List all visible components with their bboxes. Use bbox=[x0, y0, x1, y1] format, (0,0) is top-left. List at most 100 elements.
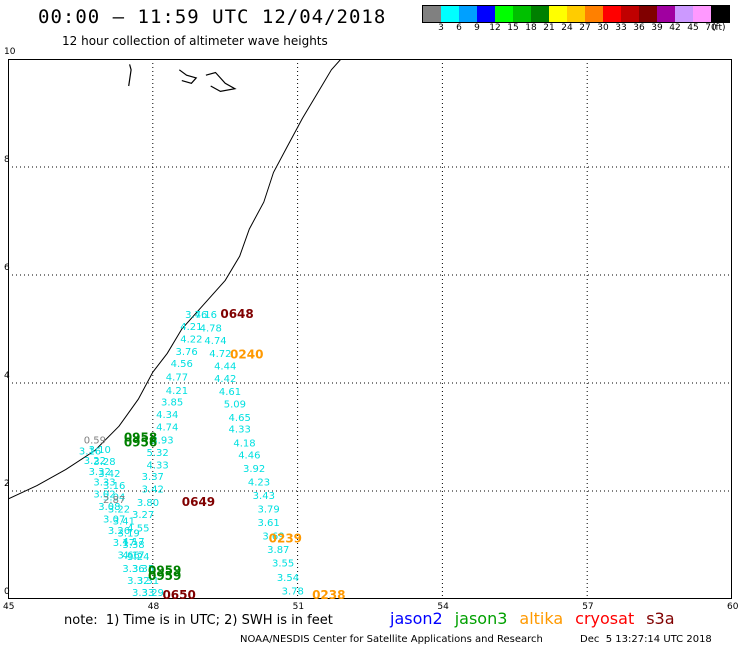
x-tick-label: 51 bbox=[292, 602, 305, 612]
wave-height-value: 3.04 bbox=[103, 493, 125, 504]
wave-height-value: 3.42 bbox=[142, 485, 164, 496]
legend-label: 9 bbox=[474, 23, 480, 33]
wave-height-value: 3.32 bbox=[127, 576, 149, 587]
legend-swatch bbox=[675, 6, 693, 22]
wave-height-value: 4.23 bbox=[248, 478, 270, 489]
legend-label: 24 bbox=[561, 23, 573, 33]
pass-time-label: 0238 bbox=[312, 588, 345, 599]
legend-label: 27 bbox=[579, 23, 591, 33]
wave-height-value: 4.78 bbox=[200, 324, 222, 335]
credit-line: NOAA/NESDIS Center for Satellite Applica… bbox=[240, 634, 543, 645]
wave-height-value: 4.33 bbox=[229, 425, 251, 436]
pass-time-label: 0650 bbox=[162, 588, 195, 599]
wave-height-value: 3.92 bbox=[243, 464, 265, 475]
wave-height-value: 3.42 bbox=[98, 469, 120, 480]
wave-height-value: 2.87 bbox=[103, 495, 125, 506]
wave-height-value: 3.31 bbox=[137, 576, 159, 587]
legend-swatch bbox=[531, 6, 549, 22]
wave-height-value: 3.87 bbox=[267, 545, 289, 556]
wave-height-value: 3.76 bbox=[185, 310, 207, 321]
wave-height-value: 3.24 bbox=[127, 552, 149, 563]
island-outline bbox=[128, 64, 132, 87]
wave-height-value: 3.22 bbox=[84, 456, 106, 467]
legend-label: 12 bbox=[489, 23, 501, 33]
legend-label: 70 bbox=[705, 23, 717, 33]
wave-height-value: 3.93 bbox=[151, 435, 173, 446]
satellite-label: cryosat bbox=[575, 609, 635, 628]
wave-height-value: 4.55 bbox=[127, 524, 149, 535]
y-tick-label: 4 bbox=[4, 371, 10, 381]
satellite-label: altika bbox=[519, 609, 564, 628]
y-tick-label: 6 bbox=[4, 263, 10, 273]
legend-label: 45 bbox=[687, 23, 699, 33]
wave-height-value: 3.16 bbox=[103, 481, 125, 492]
legend-label: 15 bbox=[507, 23, 519, 33]
generation-timestamp: Dec 5 13:27:14 UTC 2018 bbox=[580, 634, 712, 645]
legend-label: 42 bbox=[669, 23, 681, 33]
pass-time-label: 0958 bbox=[124, 430, 157, 444]
wave-height-value: 3.29 bbox=[142, 588, 164, 599]
wave-height-value: 4.74 bbox=[204, 336, 226, 347]
wave-height-value: 3.16 bbox=[79, 446, 101, 457]
legend-swatch bbox=[513, 6, 531, 22]
y-tick-label: 2 bbox=[4, 479, 10, 489]
legend-swatch bbox=[441, 6, 459, 22]
wave-height-value: 4.21 bbox=[166, 386, 188, 397]
x-tick-label: 57 bbox=[582, 602, 594, 612]
map-title: 00:00 — 11:59 UTC 12/04/2018 bbox=[38, 6, 387, 28]
map-subtitle: 12 hour collection of altimeter wave hei… bbox=[62, 34, 328, 48]
legend-swatch bbox=[639, 6, 657, 22]
wave-height-value: 3.36 bbox=[122, 564, 144, 575]
wave-height-value: 3.85 bbox=[161, 398, 183, 409]
legend-label: 3 bbox=[438, 23, 444, 33]
wave-height-value: 4.34 bbox=[156, 410, 178, 421]
x-tick-label: 60 bbox=[727, 602, 739, 612]
y-tick-label: 10 bbox=[4, 47, 16, 57]
wave-height-value: 3.78 bbox=[282, 587, 304, 598]
legend-swatch bbox=[693, 6, 711, 22]
satellite-label: jason2 bbox=[390, 609, 443, 628]
island-outline bbox=[178, 69, 198, 84]
wave-height-value: 3.32 bbox=[89, 467, 111, 478]
legend-label: 18 bbox=[525, 23, 537, 33]
pass-time-label: 0956 bbox=[124, 436, 157, 450]
altimeter-map: 3.764.164.214.784.22 4.743.76 4.724.56 4.44… bbox=[8, 59, 732, 599]
legend-swatch bbox=[477, 6, 495, 22]
wave-height-value: 3.17 bbox=[113, 538, 135, 549]
wave-height-value: 3.08 bbox=[98, 502, 120, 513]
legend-swatch bbox=[423, 6, 441, 22]
wave-height-value: 3.38 bbox=[122, 540, 144, 551]
legend-swatch bbox=[567, 6, 585, 22]
coastline bbox=[8, 59, 342, 500]
legend-swatch bbox=[549, 6, 567, 22]
pass-time-label: 0240 bbox=[230, 348, 263, 362]
satellite-legend: jason2 jason3 altika cryosat s3a bbox=[390, 609, 687, 628]
wave-height-value: 3.19 bbox=[118, 528, 140, 539]
pass-time-label: 0649 bbox=[182, 495, 215, 509]
legend-swatch bbox=[711, 6, 729, 22]
legend-label: 39 bbox=[651, 23, 663, 33]
wave-height-value: 3.02 bbox=[93, 489, 115, 500]
wave-height-value: 5.09 bbox=[224, 399, 246, 410]
x-tick-label: 54 bbox=[437, 602, 449, 612]
wave-height-value: 4.17 bbox=[122, 551, 144, 562]
wave-height-value: 4.33 bbox=[146, 460, 168, 471]
legend-label: 33 bbox=[615, 23, 627, 33]
satellite-label: s3a bbox=[646, 609, 675, 628]
wave-height-value: 3.37 bbox=[142, 472, 164, 483]
wave-height-value: 4.46 bbox=[238, 451, 260, 462]
wave-height-value: 3.07 bbox=[103, 514, 125, 525]
legend-swatch bbox=[657, 6, 675, 22]
wave-height-value: 3.33 bbox=[93, 478, 115, 489]
pass-time-label: 0648 bbox=[220, 307, 253, 321]
legend-label: 6 bbox=[456, 23, 462, 33]
legend-swatch bbox=[459, 6, 477, 22]
legend-swatch bbox=[585, 6, 603, 22]
legend-label: 30 bbox=[597, 23, 609, 33]
wave-height-value: 3.27 bbox=[132, 510, 154, 521]
wave-height-value: 0.59 bbox=[84, 435, 106, 446]
wave-height-value: 3.54 bbox=[277, 573, 299, 584]
wave-height-value: 3.76 bbox=[175, 347, 197, 358]
color-legend-bar bbox=[422, 5, 730, 23]
x-tick-label: 45 bbox=[3, 602, 15, 612]
